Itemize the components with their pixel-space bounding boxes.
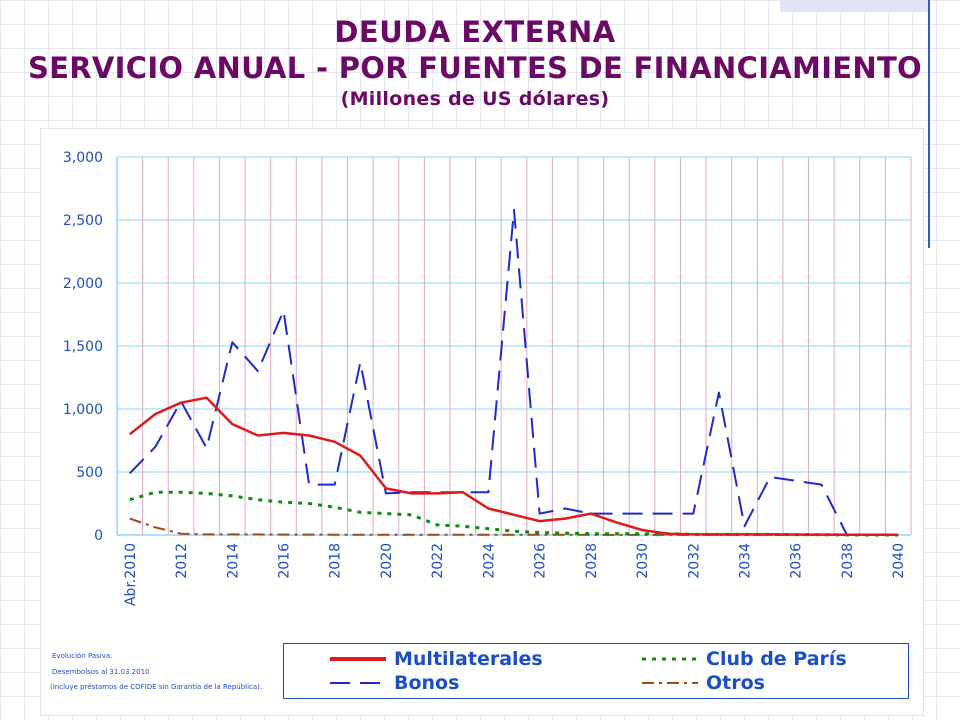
legend-swatch-club-de-paris	[642, 657, 698, 661]
legend-label-bonos: Bonos	[394, 672, 460, 694]
series-line-multilaterales	[129, 396, 899, 536]
y-tick-label: 0	[94, 528, 103, 544]
series-line-bonos	[129, 208, 899, 536]
x-tick-label: 2038	[840, 543, 856, 579]
legend-item-bonos: Bonos	[330, 672, 459, 694]
y-tick-label: 1,500	[63, 339, 103, 355]
side-decoration-line	[928, 0, 930, 248]
x-tick-label: 2028	[584, 543, 600, 579]
legend-swatch-bonos	[330, 682, 386, 684]
y-tick-label: 3,000	[63, 150, 103, 166]
slide-title: DEUDA EXTERNA SERVICIO ANUAL - POR FUENT…	[0, 14, 950, 112]
x-tick-label: 2030	[635, 543, 651, 579]
footnote-evolucion: Evolución Pasiva.	[52, 652, 113, 660]
footnote-incluye: (Incluye préstamos de COFIDE sin Garantí…	[50, 683, 263, 691]
y-tick-label: 2,500	[63, 213, 103, 229]
legend-swatch-otros	[642, 682, 698, 684]
footnote-desembolsos: Desembolsos al 31.03.2010	[52, 668, 150, 676]
y-tick-label: 1,000	[63, 402, 103, 418]
legend-item-multilaterales: Multilaterales	[330, 648, 543, 670]
legend-label-otros: Otros	[706, 672, 765, 694]
legend-label-multilaterales: Multilaterales	[394, 648, 543, 670]
x-tick-label: 2034	[738, 543, 754, 579]
x-tick-label: 2024	[481, 543, 497, 579]
chart-panel	[40, 128, 924, 716]
x-tick-label: Abr.2010	[123, 543, 139, 606]
x-tick-label: 2012	[174, 543, 190, 579]
x-tick-label: 2032	[686, 543, 702, 579]
x-tick-label: 2040	[891, 543, 907, 579]
x-tick-label: 2022	[430, 543, 446, 579]
x-tick-label: 2016	[276, 543, 292, 579]
legend-label-club-de-paris: Club de París	[706, 648, 847, 670]
title-units: (Millones de US dólares)	[340, 88, 610, 110]
x-tick-label: 2018	[328, 543, 344, 579]
legend-swatch-multilaterales	[330, 657, 386, 661]
title-line-1: DEUDA EXTERNA	[334, 15, 616, 49]
legend-item-otros: Otros	[642, 672, 765, 694]
x-tick-label: 2026	[533, 543, 549, 579]
chart-legend: Multilaterales Club de París Bonos Otros	[283, 643, 909, 699]
x-tick-label: 2036	[789, 543, 805, 579]
y-tick-label: 500	[76, 465, 103, 481]
x-tick-label: 2020	[379, 543, 395, 579]
title-line-2: SERVICIO ANUAL - POR FUENTES DE FINANCIA…	[28, 51, 922, 85]
y-tick-label: 2,000	[63, 276, 103, 292]
top-decoration-bar	[780, 0, 930, 12]
x-tick-label: 2014	[225, 543, 241, 579]
legend-item-club-de-paris: Club de París	[642, 648, 847, 670]
